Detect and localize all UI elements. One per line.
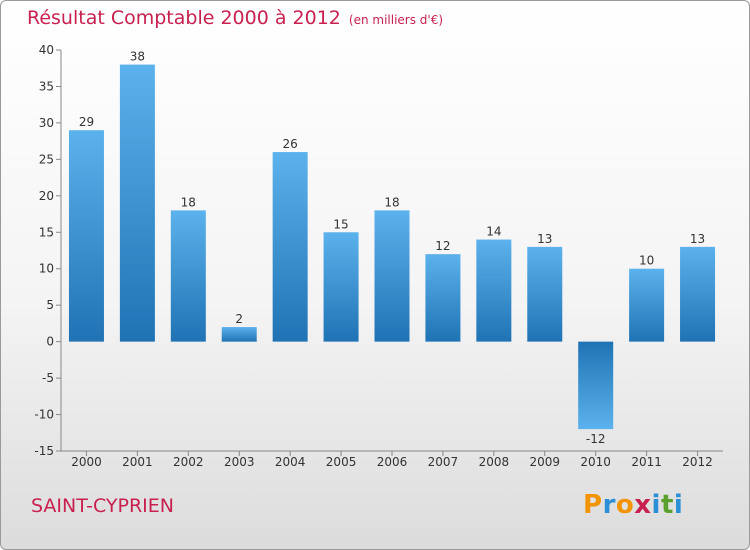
- logo-letter: o: [615, 490, 635, 520]
- bar-2004: [272, 152, 308, 342]
- bar-2010: [578, 341, 614, 430]
- bar-2011: [629, 268, 665, 342]
- data-label-2008: 14: [486, 225, 501, 239]
- y-tick-label: 15: [39, 225, 54, 239]
- data-label-2002: 18: [181, 195, 196, 209]
- commune-name: SAINT-CYPRIEN: [31, 495, 174, 517]
- y-tick-label: 30: [39, 116, 54, 130]
- data-label-2000: 29: [79, 115, 94, 129]
- y-tick-label: 5: [46, 298, 54, 312]
- logo-letter: i: [673, 490, 684, 520]
- x-tick-label-2004: 2004: [275, 455, 306, 469]
- x-tick-label-2005: 2005: [326, 455, 357, 469]
- bar-2001: [119, 64, 155, 342]
- x-tick-label-2012: 2012: [682, 455, 713, 469]
- data-label-2012: 13: [690, 232, 705, 246]
- x-tick-label-2001: 2001: [122, 455, 153, 469]
- x-tick-label-2008: 2008: [479, 455, 510, 469]
- data-label-2003: 2: [235, 312, 243, 326]
- bar-2000: [68, 130, 104, 342]
- y-tick-label: 20: [39, 189, 54, 203]
- bar-2003: [221, 327, 257, 342]
- proxiti-logo: Proxiti: [583, 490, 683, 520]
- y-tick-label: -10: [34, 408, 54, 422]
- data-label-2011: 10: [639, 254, 654, 268]
- logo-letter: P: [583, 490, 603, 520]
- y-tick-label: 25: [39, 152, 54, 166]
- data-label-2007: 12: [435, 239, 450, 253]
- x-tick-label-2006: 2006: [377, 455, 408, 469]
- bar-2009: [527, 246, 563, 342]
- data-label-2004: 26: [283, 137, 298, 151]
- y-tick-label: -5: [42, 371, 54, 385]
- data-label-2001: 38: [130, 50, 145, 64]
- data-label-2009: 13: [537, 232, 552, 246]
- x-tick-label-2007: 2007: [428, 455, 459, 469]
- bar-2012: [680, 246, 716, 342]
- x-tick-label-2000: 2000: [71, 455, 102, 469]
- y-tick-label: 10: [39, 262, 54, 276]
- data-label-2010: -12: [586, 432, 606, 446]
- y-tick-label: -15: [34, 444, 54, 458]
- chart-title-unit: (en milliers d'€): [348, 13, 444, 27]
- y-tick-label: 40: [39, 43, 54, 57]
- bar-2006: [374, 210, 410, 342]
- y-tick-label: 35: [39, 79, 54, 93]
- logo-letter: i: [651, 490, 661, 520]
- logo-letter: r: [602, 490, 616, 520]
- chart-title-main: Résultat Comptable 2000 à 2012: [27, 7, 341, 29]
- chart-title: Résultat Comptable 2000 à 2012 (en millie…: [27, 7, 443, 29]
- x-tick-label-2009: 2009: [529, 455, 560, 469]
- bar-2007: [425, 254, 461, 342]
- x-tick-label-2003: 2003: [224, 455, 255, 469]
- x-tick-label-2002: 2002: [173, 455, 204, 469]
- x-tick-label-2010: 2010: [580, 455, 611, 469]
- logo-letter: t: [660, 490, 674, 520]
- bar-2008: [476, 239, 512, 342]
- y-tick-label: 0: [46, 335, 54, 349]
- data-label-2006: 18: [384, 195, 399, 209]
- bar-2005: [323, 232, 359, 342]
- logo-letter: x: [634, 490, 652, 520]
- data-label-2005: 15: [333, 217, 348, 231]
- x-tick-label-2011: 2011: [631, 455, 662, 469]
- bar-2002: [170, 210, 206, 342]
